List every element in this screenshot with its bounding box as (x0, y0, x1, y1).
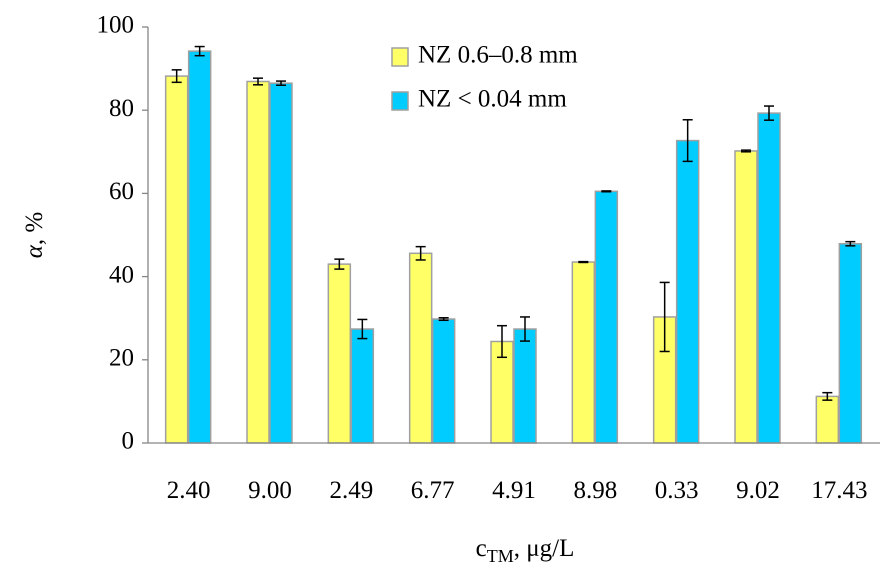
error-bar (741, 149, 751, 153)
error-bar (659, 281, 670, 353)
bar (734, 150, 758, 444)
y-tick-label: 60 (109, 178, 134, 205)
bar (350, 328, 375, 444)
legend-label: NZ 0.6–0.8 mm (418, 42, 578, 69)
legend-swatch (391, 47, 409, 67)
error-bar (578, 260, 589, 264)
error-bar (438, 317, 449, 322)
bar (757, 112, 781, 444)
error-bar (497, 324, 507, 359)
y-tick-label: 0 (122, 428, 135, 455)
error-bar (682, 119, 693, 163)
bar (838, 242, 863, 444)
error-bar (334, 258, 345, 270)
x-tick-label: 6.77 (411, 477, 455, 504)
y-tick-label: 80 (109, 95, 134, 122)
error-bar (845, 240, 856, 247)
x-label-main: c (476, 535, 487, 562)
bar (594, 190, 619, 444)
x-tick-label: 9.02 (736, 477, 780, 504)
x-label-sub: TM (487, 546, 514, 565)
x-axis-label: cTM, μg/L (476, 535, 575, 565)
bar (269, 82, 293, 444)
y-axis-label: α, % (21, 212, 48, 258)
bar (513, 328, 537, 444)
bar (675, 139, 700, 444)
bar (571, 261, 596, 444)
bar (408, 252, 433, 444)
x-tick-label: 17.43 (811, 477, 867, 504)
bar (431, 318, 456, 444)
error-bar (194, 45, 205, 57)
error-bar (253, 77, 263, 86)
error-bar (276, 80, 286, 86)
y-tick-label: 20 (109, 345, 134, 372)
error-bar (520, 316, 530, 342)
error-bar (601, 190, 612, 193)
legend-label: NZ < 0.04 mm (418, 86, 567, 113)
x-tick-label: 8.98 (573, 477, 617, 504)
bar (246, 80, 270, 444)
bar (327, 263, 352, 444)
error-bar (764, 105, 774, 121)
x-tick-label: 2.49 (329, 477, 373, 504)
error-bar (415, 245, 426, 261)
y-tick-label: 100 (97, 12, 135, 39)
bar (815, 395, 840, 444)
y-label-symbol: α (21, 244, 48, 258)
legend-swatch (391, 91, 409, 111)
x-label-rest: , μg/L (514, 535, 575, 562)
error-bar (171, 69, 182, 84)
error-bar (357, 318, 368, 340)
bar (164, 75, 189, 444)
error-bar (822, 391, 833, 401)
bar (187, 50, 212, 444)
y-tick-label: 40 (109, 261, 134, 288)
x-tick-label: 9.00 (248, 477, 292, 504)
x-tick-label: 4.91 (492, 477, 536, 504)
x-tick-label: 2.40 (167, 477, 211, 504)
y-label-rest: , % (21, 212, 48, 245)
x-tick-label: 0.33 (655, 477, 699, 504)
